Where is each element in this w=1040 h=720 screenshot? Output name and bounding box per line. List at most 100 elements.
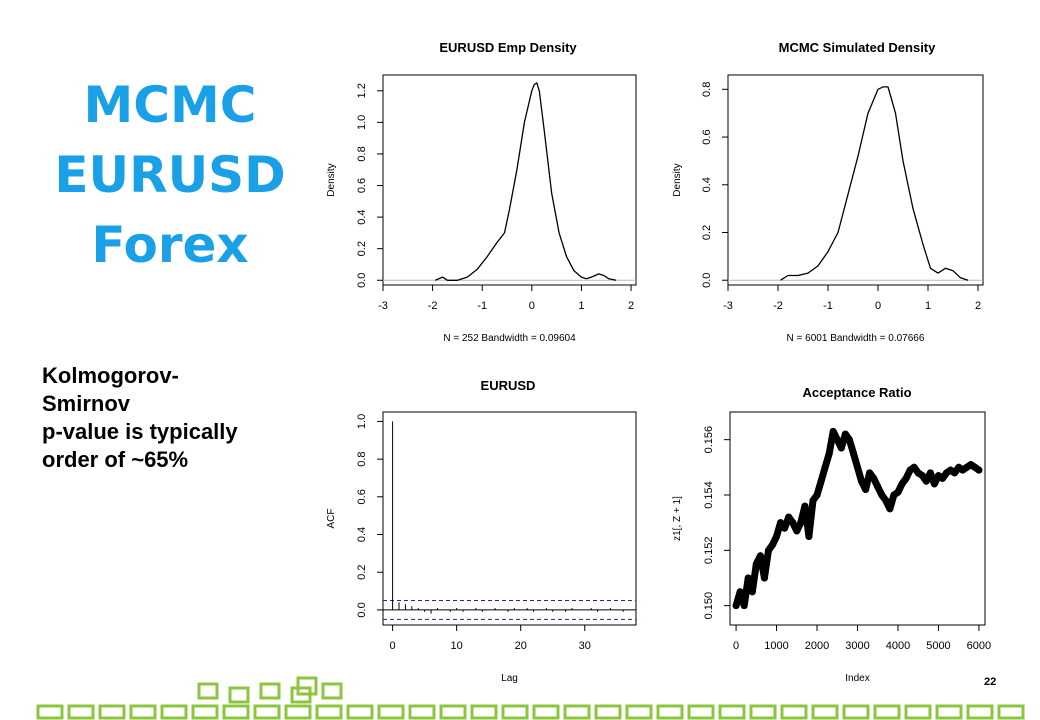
deco-square (284, 704, 312, 720)
slide-title-line-3: Forex (91, 216, 249, 274)
data-point (939, 474, 946, 482)
plot-frame (729, 411, 986, 626)
data-point (870, 474, 878, 482)
chart-4: Acceptance Ratio Index z1[, Z + 1] 0 1000 200… (672, 385, 991, 684)
data-point (777, 519, 785, 527)
y-tick-label: 0.4 (356, 527, 368, 542)
data-point (805, 533, 813, 540)
data-point (862, 486, 870, 493)
y-tick-label: 0.152 (703, 537, 715, 565)
x-tick-label: -3 (723, 300, 733, 312)
data-point (926, 469, 934, 477)
y-axis-label: z1[, Z + 1] (672, 496, 683, 541)
y-tick-label: 0.0 (356, 602, 368, 617)
data-point (769, 541, 776, 549)
ks-note-line-3: p-value is typically (42, 419, 238, 444)
chart-3: EURUSD Lag ACF 0 10 20 30 0.0 0.2 0.4 0.6 0.8 1.0 (326, 378, 637, 684)
x-tick-label: 0 (733, 640, 739, 652)
deco-square (656, 704, 684, 720)
density-line (780, 86, 969, 281)
data-point (740, 602, 748, 610)
data-point (781, 524, 789, 532)
x-tick-label: -1 (823, 300, 833, 312)
x-tick-label: -2 (428, 300, 438, 312)
x-tick-label: -1 (477, 300, 487, 312)
deco-square (687, 704, 715, 720)
deco-square (749, 704, 777, 720)
y-tick-label: 0.2 (701, 225, 713, 240)
x-axis-label: Index (845, 673, 869, 684)
ks-note-line-4: order of ~65% (42, 447, 189, 472)
deco-square (470, 704, 498, 720)
deco-square (228, 686, 250, 704)
data-point (837, 444, 845, 452)
x-axis-label: N = 252 Bandwidth = 0.09604 (443, 333, 576, 344)
deco-square (315, 704, 343, 720)
plot-frame (382, 411, 637, 626)
data-point (910, 463, 918, 471)
data-point (874, 483, 882, 491)
y-tick-label: 0.6 (356, 178, 368, 193)
data-point (898, 480, 906, 488)
x-tick-label: 1 (578, 300, 584, 312)
y-tick-label: 1.0 (356, 115, 368, 130)
deco-square (501, 704, 529, 720)
chart-1: EURUSD Emp Density N = 252 Bandwidth = 0.… (326, 40, 637, 344)
deco-square (563, 704, 591, 720)
data-point (793, 527, 801, 535)
deco-square (780, 704, 808, 720)
x-axis-label: Lag (501, 673, 518, 684)
deco-square (439, 704, 467, 720)
x-tick-label: 2000 (805, 640, 829, 652)
deco-square (408, 704, 436, 720)
data-point (850, 450, 857, 457)
deco-square (625, 704, 653, 720)
y-tick-label: 0.8 (356, 451, 368, 466)
x-tick-label: 30 (579, 640, 591, 652)
deco-square (321, 682, 343, 700)
deco-square (36, 704, 64, 720)
deco-square (842, 704, 870, 720)
x-tick-label: 3000 (845, 640, 869, 652)
data-point (951, 469, 959, 477)
data-point (886, 505, 894, 513)
data-point (785, 513, 793, 521)
data-point (882, 497, 890, 504)
data-point (902, 474, 910, 482)
deco-square (222, 704, 250, 720)
chart-title: EURUSD Emp Density (439, 40, 577, 55)
deco-square (811, 704, 839, 720)
deco-square (966, 704, 994, 720)
deco-square (129, 704, 157, 720)
x-axis-label: N = 6001 Bandwidth = 0.07666 (787, 333, 925, 344)
x-tick-label: 4000 (886, 640, 910, 652)
data-point (801, 502, 809, 510)
y-axis-label: Density (672, 163, 683, 196)
data-point (773, 533, 780, 540)
data-point (975, 466, 983, 474)
page-number: 22 (984, 676, 997, 688)
data-point (821, 463, 829, 471)
slide-title: MCMC EURUSD Forex (40, 70, 300, 280)
ks-note-line-2: Smirnov (42, 391, 131, 416)
ks-note: Kolmogorov- Smirnov p-value is typically… (42, 362, 312, 474)
y-tick-label: 0.156 (703, 426, 715, 454)
data-point (736, 588, 744, 596)
deco-square (594, 704, 622, 720)
data-point (813, 491, 821, 499)
data-point (797, 519, 805, 527)
y-tick-label: 0.8 (701, 82, 713, 97)
y-tick-label: 0.0 (701, 273, 713, 288)
y-tick-label: 0.154 (703, 481, 715, 509)
deco-square (532, 704, 560, 720)
y-tick-label: 1.2 (356, 83, 368, 98)
acceptance-trace (732, 427, 983, 610)
density-line (434, 82, 617, 281)
chart-title: EURUSD (481, 378, 536, 393)
data-point (817, 477, 825, 485)
data-point (825, 450, 833, 457)
y-tick-label: 0.6 (356, 489, 368, 504)
y-axis-label: ACF (326, 509, 337, 529)
data-point (841, 430, 849, 438)
data-point (765, 546, 772, 554)
